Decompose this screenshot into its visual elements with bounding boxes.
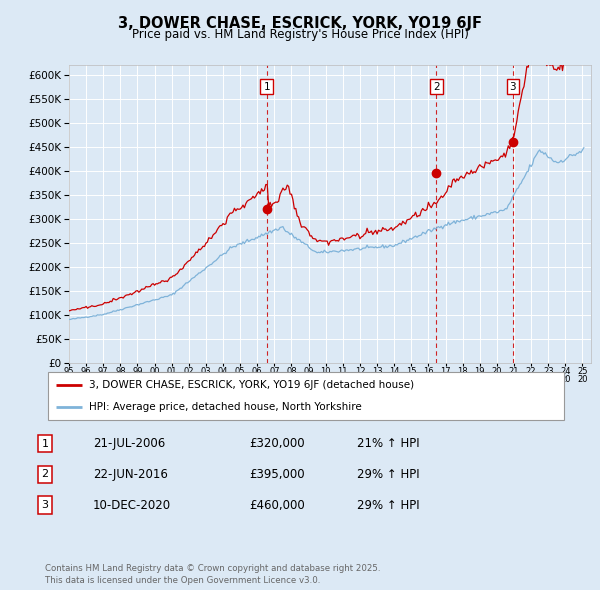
Text: 3, DOWER CHASE, ESCRICK, YORK, YO19 6JF (detached house): 3, DOWER CHASE, ESCRICK, YORK, YO19 6JF … [89,380,415,390]
Text: £460,000: £460,000 [249,499,305,512]
Text: 21% ↑ HPI: 21% ↑ HPI [357,437,419,450]
Text: 3, DOWER CHASE, ESCRICK, YORK, YO19 6JF: 3, DOWER CHASE, ESCRICK, YORK, YO19 6JF [118,16,482,31]
Text: 2: 2 [41,470,49,479]
Text: 10-DEC-2020: 10-DEC-2020 [93,499,171,512]
Text: 29% ↑ HPI: 29% ↑ HPI [357,499,419,512]
Text: HPI: Average price, detached house, North Yorkshire: HPI: Average price, detached house, Nort… [89,402,362,412]
Text: 2: 2 [433,81,440,91]
Text: 3: 3 [41,500,49,510]
Text: Price paid vs. HM Land Registry's House Price Index (HPI): Price paid vs. HM Land Registry's House … [131,28,469,41]
FancyBboxPatch shape [48,372,564,420]
Text: 21-JUL-2006: 21-JUL-2006 [93,437,165,450]
Text: 22-JUN-2016: 22-JUN-2016 [93,468,168,481]
Text: Contains HM Land Registry data © Crown copyright and database right 2025.
This d: Contains HM Land Registry data © Crown c… [45,565,380,585]
Text: 1: 1 [263,81,270,91]
Text: £320,000: £320,000 [249,437,305,450]
Text: 3: 3 [509,81,516,91]
Text: £395,000: £395,000 [249,468,305,481]
Text: 29% ↑ HPI: 29% ↑ HPI [357,468,419,481]
Text: 1: 1 [41,439,49,448]
